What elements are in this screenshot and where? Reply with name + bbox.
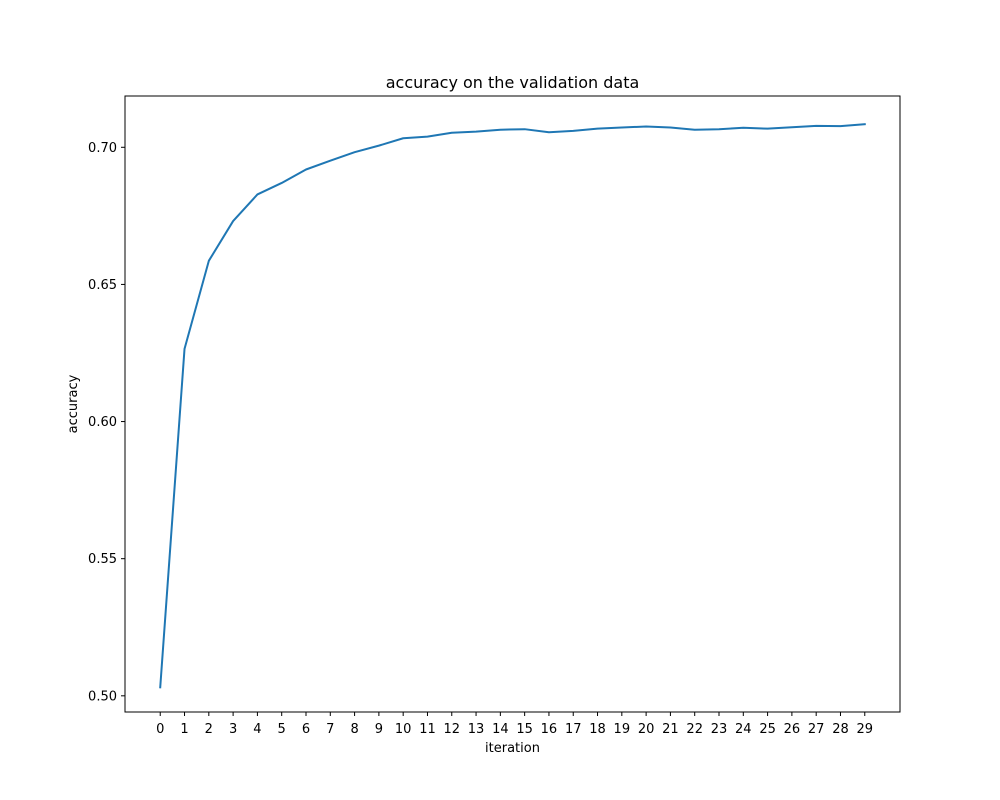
x-tick-label: 10 [395,722,412,737]
x-tick-label: 24 [735,722,752,737]
x-tick-label: 14 [492,722,509,737]
x-tick-label: 29 [856,722,873,737]
y-tick-label: 0.50 [88,689,117,704]
x-tick-label: 7 [326,722,334,737]
x-tick-label: 12 [443,722,460,737]
plot-frame [124,95,901,713]
x-tick-label: 15 [516,722,533,737]
x-tick-label: 6 [302,722,310,737]
y-axis-label: accuracy [66,374,81,433]
y-tick-label: 0.60 [88,415,117,430]
x-tick-label: 2 [205,722,213,737]
x-tick-label: 22 [686,722,703,737]
plot-area [125,96,900,712]
x-tick-label: 0 [156,722,164,737]
x-tick-label: 3 [229,722,237,737]
x-axis-label: iteration [485,741,540,756]
series-layer [159,123,866,689]
x-tick-label: 18 [589,722,606,737]
series-line [159,123,866,689]
chart-title: accuracy on the validation data [386,73,640,92]
x-axis-ticks: 0 1 2 3 4 5 6 7 8 9 10 11 12 13 14 15 16 17 18 19 20 21 22 23 24… [156,712,873,737]
x-tick-label: 28 [832,722,849,737]
x-tick-label: 20 [638,722,655,737]
y-tick-label: 0.55 [88,552,117,567]
y-tick-label: 0.65 [88,278,117,293]
x-tick-label: 23 [711,722,728,737]
y-axis-ticks: 0.50 0.55 0.60 0.65 0.70 [88,141,125,704]
x-tick-label: 9 [375,722,383,737]
x-tick-label: 25 [759,722,776,737]
x-tick-label: 16 [541,722,558,737]
x-tick-label: 17 [565,722,582,737]
x-tick-label: 5 [278,722,286,737]
x-tick-label: 26 [784,722,801,737]
x-tick-label: 13 [468,722,485,737]
x-tick-label: 21 [662,722,679,737]
x-tick-label: 1 [180,722,188,737]
x-tick-label: 8 [350,722,358,737]
x-tick-label: 11 [419,722,436,737]
x-tick-label: 19 [614,722,631,737]
y-tick-label: 0.70 [88,141,117,156]
x-tick-label: 27 [808,722,825,737]
x-tick-label: 4 [253,722,261,737]
